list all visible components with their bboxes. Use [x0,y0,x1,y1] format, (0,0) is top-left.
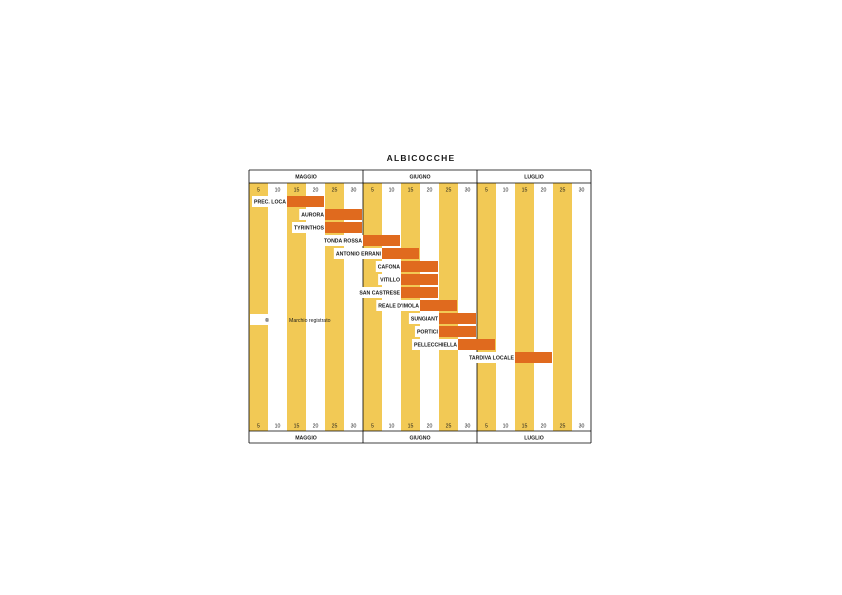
variety-label: PELLECCHIELLA [414,342,457,348]
day-tick-bottom: 5 [371,424,374,430]
variety-bar [439,326,476,337]
day-tick-top: 25 [560,188,566,194]
day-tick-top: 5 [257,188,260,194]
variety-label: TONDA ROSSA [324,238,362,244]
day-band [515,183,534,431]
month-label-bottom: LUGLIO [524,436,544,442]
day-tick-top: 30 [579,188,585,194]
day-tick-bottom: 5 [257,424,260,430]
day-tick-bottom: 25 [332,424,338,430]
day-tick-top: 5 [371,188,374,194]
legend-box [250,314,270,325]
day-ticks: 5 5 10 10 15 15 20 20 25 25 30 30 5 5 10 10 15 15 20 20 25 25… [257,188,584,430]
variety-bars: PREC. LOCA AURORA TYRINTHOS TONDA ROSSA ANTO… [252,196,552,363]
day-tick-bottom: 15 [408,424,414,430]
month-label-bottom: MAGGIO [295,436,317,442]
day-tick-top: 10 [275,188,281,194]
legend-text: Marchio registrato [289,318,331,324]
variety-label-background [252,196,287,207]
day-tick-bottom: 30 [465,424,471,430]
day-band [477,183,496,431]
day-tick-top: 15 [294,188,300,194]
day-tick-top: 15 [408,188,414,194]
variety-label: VITILLO [380,277,400,283]
registered-symbol: ® [265,317,269,324]
variety-bar [458,339,495,350]
day-tick-bottom: 25 [446,424,452,430]
chart-title: ALBICOCCHE [387,153,456,163]
variety-label-background [292,222,325,233]
day-tick-bottom: 20 [313,424,319,430]
chart-frame [248,169,592,444]
day-tick-bottom: 10 [275,424,281,430]
variety-label: TYRINTHOS [294,225,325,231]
day-tick-bottom: 15 [294,424,300,430]
day-tick-top: 10 [503,188,509,194]
month-label-top: MAGGIO [295,175,317,181]
trademark-legend: ® Marchio registrato [250,314,331,325]
day-tick-top: 5 [485,188,488,194]
day-tick-bottom: 5 [485,424,488,430]
day-tick-top: 25 [446,188,452,194]
day-tick-top: 10 [389,188,395,194]
variety-bar [515,352,552,363]
day-tick-bottom: 20 [427,424,433,430]
variety-label: ANTONIO ERRANI [336,251,382,257]
month-label-bottom: GIUGNO [409,436,430,442]
variety-label-background [333,248,382,259]
variety-label: PORTICI [417,329,439,335]
day-tick-top: 25 [332,188,338,194]
variety-bar [401,261,438,272]
variety-bar [325,209,362,220]
day-tick-bottom: 10 [389,424,395,430]
day-band [249,183,268,431]
variety-bar [439,313,476,324]
day-band [325,183,344,431]
day-tick-top: 15 [522,188,528,194]
month-label-top: GIUGNO [409,175,430,181]
variety-label: SAN CASTRESE [359,290,400,296]
day-tick-top: 20 [313,188,319,194]
day-band [553,183,572,431]
variety-label-background [467,352,515,363]
month-headers: MAGGIO MAGGIO GIUGNO GIUGNO LUGLIO LUGLIO [295,175,544,442]
variety-label: REALE D'IMOLA [378,303,419,309]
variety-label-background [412,339,458,350]
variety-label-background [378,274,401,285]
variety-label: TARDIVA LOCALE [469,355,514,361]
variety-label-background [299,209,325,220]
day-tick-bottom: 30 [351,424,357,430]
variety-label: SUNGIANT [411,316,439,322]
variety-label: CAFONA [378,264,400,270]
month-label-top: LUGLIO [524,175,544,181]
variety-label: PREC. LOCA [254,199,286,205]
day-tick-bottom: 10 [503,424,509,430]
variety-bar [401,287,438,298]
day-tick-top: 20 [427,188,433,194]
day-tick-bottom: 30 [579,424,585,430]
variety-bar [287,196,324,207]
variety-label-background [414,326,439,337]
variety-label-background [357,287,401,298]
day-tick-top: 30 [351,188,357,194]
variety-bar [382,248,419,259]
variety-bar [420,300,457,311]
variety-label: AURORA [301,212,324,218]
variety-label-background [321,235,363,246]
variety-bar [325,222,362,233]
day-tick-top: 20 [541,188,547,194]
variety-bar [363,235,400,246]
day-tick-bottom: 20 [541,424,547,430]
variety-bar [401,274,438,285]
variety-label-background [376,300,420,311]
day-band [287,183,306,431]
variety-label-background [408,313,439,324]
variety-label-background [375,261,401,272]
day-tick-bottom: 25 [560,424,566,430]
day-tick-bottom: 15 [522,424,528,430]
day-tick-top: 30 [465,188,471,194]
